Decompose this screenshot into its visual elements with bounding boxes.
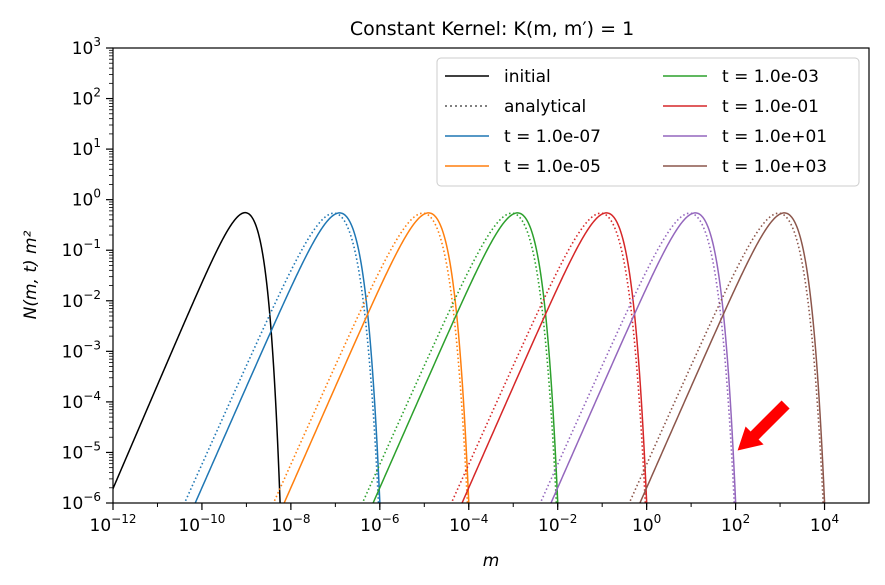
- legend-label: t = 1.0e+01: [722, 127, 827, 147]
- series-line: [372, 212, 559, 503]
- x-tick-label: 10−4: [449, 512, 488, 536]
- chart-title: Constant Kernel: K(m, m′) = 1: [350, 18, 634, 40]
- series-line: [550, 212, 737, 503]
- x-tick-label: 104: [810, 512, 839, 536]
- legend-label: t = 1.0e-07: [504, 127, 601, 147]
- x-axis-label: m: [483, 551, 500, 571]
- legend-label: t = 1.0e-01: [722, 97, 819, 117]
- y-tick-label: 102: [72, 86, 101, 110]
- y-tick-label: 103: [72, 35, 101, 59]
- x-tick-label: 10−12: [90, 512, 137, 536]
- series-line: [283, 212, 470, 503]
- curves: [113, 211, 826, 503]
- legend-label: initial: [504, 67, 551, 87]
- y-tick-label: 10−3: [62, 338, 101, 362]
- legend-label: t = 1.0e+03: [722, 157, 827, 177]
- annotation-arrow: [737, 400, 790, 451]
- legend-label: analytical: [504, 97, 586, 117]
- x-tick-label: 102: [721, 512, 750, 536]
- y-axis-label: N(m, t) m²: [21, 230, 41, 319]
- series-line: [639, 212, 826, 503]
- x-tick-label: 10−6: [360, 512, 399, 536]
- x-tick-label: 10−8: [271, 512, 310, 536]
- x-tick-label: 10−2: [538, 512, 577, 536]
- y-tick-label: 100: [72, 187, 101, 211]
- y-tick-label: 10−2: [62, 288, 101, 312]
- y-tick-label: 10−4: [62, 389, 101, 413]
- legend: initial analytical t = 1.0e-07 t = 1.0e-05 t…: [436, 57, 860, 187]
- y-tick-label: 10−5: [62, 439, 101, 463]
- series-line: [194, 212, 381, 503]
- y-tick-label: 101: [72, 136, 101, 160]
- axes-frame: [112, 47, 870, 504]
- plot-area: 10−12 10−10 10−8 10−6 10−4 10−2 100 102 104 10−6 1…: [62, 35, 870, 536]
- legend-label: t = 1.0e-05: [504, 157, 601, 177]
- y-tick-label: 10−1: [62, 237, 101, 261]
- x-tick-label: 10−10: [178, 512, 225, 536]
- y-tick-label: 10−6: [62, 490, 101, 514]
- legend-label: t = 1.0e-03: [722, 67, 819, 87]
- series-initial-line: [113, 211, 281, 503]
- legend-box: [436, 57, 860, 187]
- x-tick-label: 100: [632, 512, 661, 536]
- series-line: [461, 212, 648, 503]
